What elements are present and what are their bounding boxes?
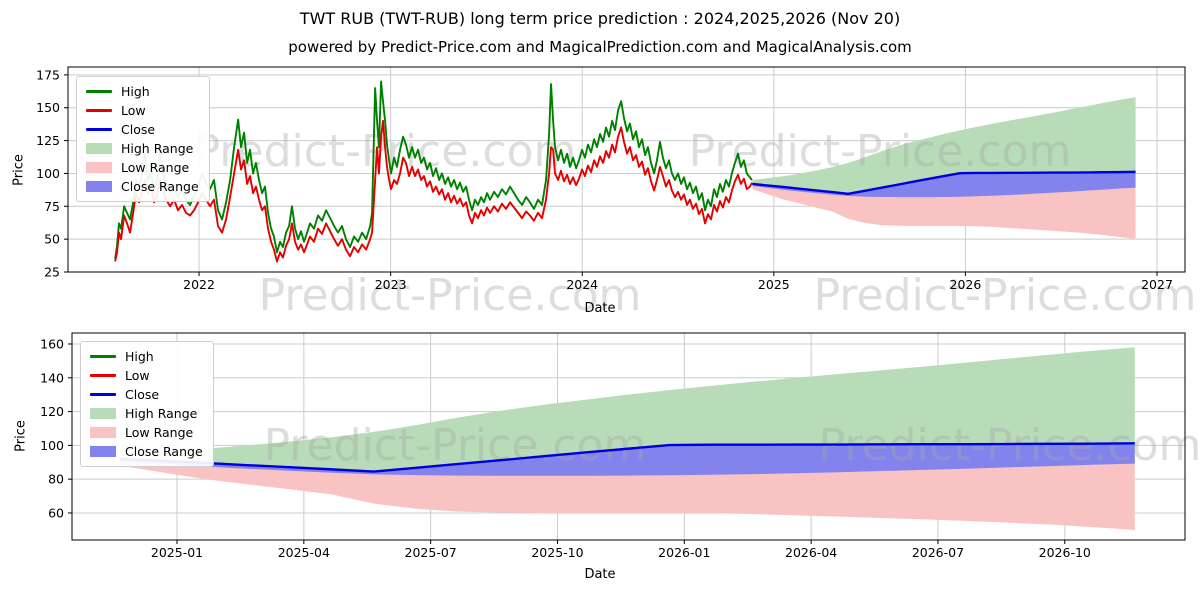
legend-label: High xyxy=(121,84,150,99)
bottom-x-axis-label: Date xyxy=(584,567,616,582)
legend-line-swatch xyxy=(90,374,116,377)
legend-label: Close xyxy=(125,387,160,402)
close-line xyxy=(752,170,1136,196)
page-title: TWT RUB (TWT-RUB) long term price predic… xyxy=(299,9,901,28)
legend-item-low: Low xyxy=(86,103,199,118)
high-line xyxy=(114,80,753,259)
x-tick-label: 2022 xyxy=(183,277,215,292)
legend-label: High Range xyxy=(121,141,194,156)
watermark-text: Predict-Price.com xyxy=(689,126,1072,177)
high-range-band xyxy=(120,347,1135,472)
legend-line-swatch xyxy=(90,393,116,396)
y-tick-label: 100 xyxy=(36,166,60,181)
x-tick-label: 2027 xyxy=(1141,277,1173,292)
legend-patch-swatch xyxy=(90,408,116,419)
y-tick-label: 25 xyxy=(44,265,60,280)
legend-label: Close Range xyxy=(121,179,199,194)
watermark-text: Predict-Price.com xyxy=(259,270,642,321)
page-subtitle: powered by Predict-Price.com and Magical… xyxy=(288,38,912,56)
bottom-chart-legend: High Low Close High Range Low Range Close Ran… xyxy=(80,341,214,467)
x-tick-label: 2024 xyxy=(566,277,598,292)
y-tick-label: 175 xyxy=(36,67,60,82)
y-tick-label: 80 xyxy=(48,472,64,487)
legend-item-close: Close xyxy=(90,387,203,402)
top-x-axis-label: Date xyxy=(584,301,616,316)
legend-item-low-range: Low Range xyxy=(86,160,199,175)
axis-ticks: 25 50 75 100 125 150 175 2022 2023 2024 2025 2026 20… xyxy=(36,67,1173,292)
top-y-axis-label: Price xyxy=(11,154,27,186)
legend-patch-swatch xyxy=(86,181,112,192)
legend-item-high: High xyxy=(90,349,203,364)
y-tick-label: 120 xyxy=(40,404,64,419)
legend-item-high: High xyxy=(86,84,199,99)
legend-label: Low Range xyxy=(125,425,194,440)
legend-patch-swatch xyxy=(86,143,112,154)
x-tick-label: 2025-04 xyxy=(278,545,330,560)
high-range-band xyxy=(752,97,1136,194)
bottom-y-axis-label: Price xyxy=(13,420,29,452)
x-tick-label: 2026-10 xyxy=(1039,545,1091,560)
y-tick-label: 100 xyxy=(40,438,64,453)
legend-label: Low xyxy=(121,103,146,118)
legend-item-close: Close xyxy=(86,122,199,137)
x-tick-label: 2025-10 xyxy=(531,545,583,560)
plot-border xyxy=(71,332,1186,541)
y-tick-label: 150 xyxy=(36,100,60,115)
y-tick-label: 160 xyxy=(40,336,64,351)
x-tick-label: 2026 xyxy=(950,277,982,292)
legend-patch-swatch xyxy=(86,162,112,173)
legend-line-swatch xyxy=(90,355,116,358)
x-tick-label: 2025 xyxy=(758,277,790,292)
y-tick-label: 50 xyxy=(44,232,60,247)
legend-patch-swatch xyxy=(90,446,116,457)
x-tick-label: 2025-07 xyxy=(405,545,457,560)
y-tick-label: 125 xyxy=(36,133,60,148)
watermark-text: Predict-Price.com xyxy=(264,420,647,471)
legend-label: Close xyxy=(121,122,156,137)
close-range-band xyxy=(120,442,1135,476)
legend-line-swatch xyxy=(86,90,112,93)
plot-border xyxy=(67,66,1186,273)
legend-line-swatch xyxy=(86,109,112,112)
top-chart-canvas: Predict-Price.com Predict-Price.com Predic… xyxy=(36,66,1197,321)
x-tick-label: 2025-01 xyxy=(151,545,203,560)
low-line xyxy=(114,119,753,263)
close-range-band xyxy=(752,171,1136,198)
legend-label: High Range xyxy=(125,406,198,421)
legend-item-high-range: High Range xyxy=(86,141,199,156)
legend-label: High xyxy=(125,349,154,364)
axis-ticks: 60 80 100 120 140 160 2025-01 2025-04 2025-07 202… xyxy=(40,336,1091,560)
y-tick-label: 140 xyxy=(40,370,64,385)
x-tick-label: 2026-04 xyxy=(785,545,837,560)
top-chart-legend: High Low Close High Range Low Range Close Ran… xyxy=(76,76,210,202)
y-tick-label: 75 xyxy=(44,199,60,214)
legend-label: Low xyxy=(125,368,150,383)
legend-patch-swatch xyxy=(90,427,116,438)
close-line xyxy=(120,442,1135,473)
x-tick-label: 2026-07 xyxy=(912,545,964,560)
legend-item-close-range: Close Range xyxy=(86,179,199,194)
legend-item-close-range: Close Range xyxy=(90,444,203,459)
grid-lines xyxy=(68,67,1185,273)
bottom-chart-canvas: Predict-Price.com Predict-Price.com608010… xyxy=(40,332,1200,560)
legend-label: Low Range xyxy=(121,160,190,175)
legend-line-swatch xyxy=(86,128,112,131)
watermark-text: Predict-Price.com xyxy=(814,270,1197,321)
legend-item-low-range: Low Range xyxy=(90,425,203,440)
legend-item-high-range: High Range xyxy=(90,406,203,421)
y-tick-label: 60 xyxy=(48,505,64,520)
legend-label: Close Range xyxy=(125,444,203,459)
x-tick-label: 2023 xyxy=(375,277,407,292)
legend-item-low: Low xyxy=(90,368,203,383)
x-tick-label: 2026-01 xyxy=(658,545,710,560)
